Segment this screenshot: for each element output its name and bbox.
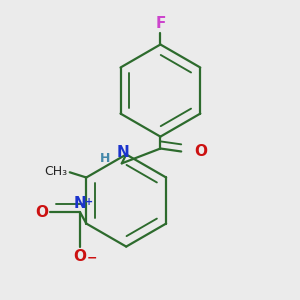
Text: O: O — [35, 205, 48, 220]
Text: F: F — [155, 16, 166, 31]
Text: O: O — [195, 144, 208, 159]
Text: −: − — [87, 252, 97, 265]
Text: CH₃: CH₃ — [44, 165, 68, 178]
Text: O: O — [74, 249, 87, 264]
Text: N: N — [117, 145, 130, 160]
Text: H: H — [100, 152, 111, 165]
Text: +: + — [85, 197, 93, 207]
Text: N: N — [74, 196, 86, 211]
